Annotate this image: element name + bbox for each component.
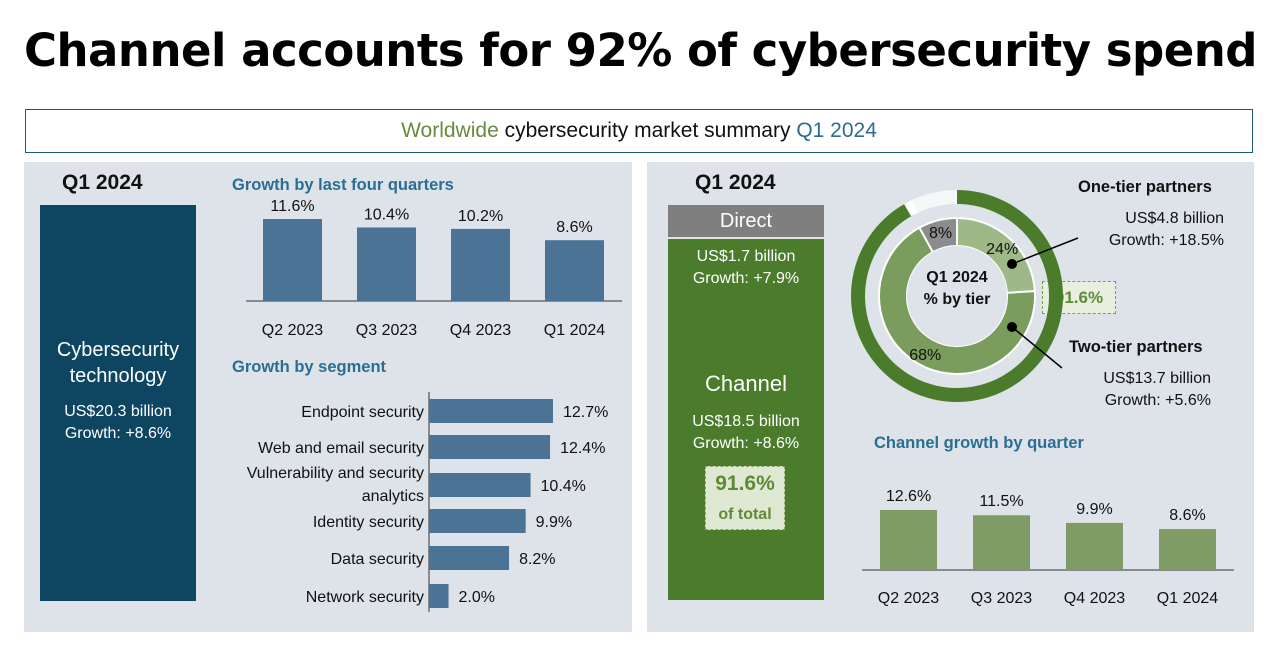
segment-label: Endpoint security <box>301 404 424 421</box>
quarter-growth-value: 11.6% <box>270 198 314 215</box>
quarter-growth-bar <box>357 227 416 301</box>
channel-growth-bar <box>973 515 1030 570</box>
segment-bar <box>429 473 531 497</box>
channel-share-label: of total <box>718 506 772 523</box>
one-tier-title: One-tier partners <box>1078 178 1212 196</box>
segment-label: Identity security <box>313 514 424 531</box>
one-tier-leader-line <box>1011 237 1079 265</box>
segment-bar <box>429 435 551 459</box>
direct-amount: US$1.7 billion <box>696 248 796 265</box>
channel-growth-value: 12.6% <box>886 488 931 505</box>
segment-label: Data security <box>331 551 424 568</box>
quarter-axis-label: Q3 2023 <box>356 322 417 339</box>
quarter-growth-bar <box>263 219 322 301</box>
channel-growth: Growth: +8.6% <box>692 435 800 452</box>
cybersecurity-technology-box: Cybersecurity technology US$20.3 billion… <box>40 205 196 601</box>
two-tier-leader-line <box>1011 326 1063 369</box>
donut-center-line1: Q1 2024 <box>926 269 987 286</box>
channel-amount: US$18.5 billion <box>692 413 800 430</box>
channel-growth-heading: Channel growth by quarter <box>874 434 1084 452</box>
channel-growth-bar <box>1066 522 1123 570</box>
direct-label: Direct <box>668 205 824 237</box>
segment-label: Web and email security <box>258 440 424 457</box>
tech-growth: Growth: +8.6% <box>64 425 172 442</box>
segment-value: 2.0% <box>459 589 495 606</box>
donut-slice-label: 68% <box>909 347 941 364</box>
quarters-growth-heading: Growth by last four quarters <box>232 176 454 194</box>
quarter-growth-value: 10.2% <box>458 208 503 225</box>
segment-value: 12.7% <box>563 404 608 421</box>
channel-share-badge: 91.6% of total <box>705 466 785 530</box>
channel-growth-value: 11.5% <box>979 493 1023 510</box>
summary-banner: Worldwide cybersecurity market summary Q… <box>25 109 1253 153</box>
two-tier-title: Two-tier partners <box>1069 338 1203 356</box>
summary-text: cybersecurity market summary <box>498 119 797 142</box>
direct-divider <box>668 237 824 239</box>
segment-bar <box>429 546 510 570</box>
two-tier-growth: Growth: +5.6% <box>1104 392 1211 409</box>
summary-quarter: Q1 2024 <box>796 119 877 142</box>
one-tier-amount: US$4.8 billion <box>1125 210 1224 227</box>
channel-growth-value: 8.6% <box>1169 507 1205 524</box>
donut-slice-label: 24% <box>986 241 1018 258</box>
channel-growth-value: 9.9% <box>1076 501 1112 518</box>
channel-growth-bar <box>880 510 937 570</box>
segment-value: 9.9% <box>536 514 572 531</box>
segment-value: 8.2% <box>519 551 555 568</box>
segment-label: analytics <box>362 488 424 505</box>
donut-hole <box>907 246 1007 346</box>
tech-amount: US$20.3 billion <box>64 403 172 420</box>
quarter-axis-label: Q4 2023 <box>450 322 511 339</box>
tech-title-line2: technology <box>69 365 167 387</box>
left-quarter-heading: Q1 2024 <box>62 171 143 194</box>
page-title: Channel accounts for 92% of cybersecurit… <box>24 24 1258 77</box>
segment-bar <box>429 509 526 533</box>
donut-center-line2: % by tier <box>924 291 991 308</box>
quarter-axis-label: Q2 2023 <box>262 322 323 339</box>
tech-title: Cybersecurity technology <box>40 337 196 389</box>
segment-value: 12.4% <box>560 440 605 457</box>
channel-axis-label: Q1 2024 <box>1157 590 1218 607</box>
quarter-axis-label: Q1 2024 <box>544 322 605 339</box>
channel-title: Channel <box>705 371 787 396</box>
channel-axis-label: Q2 2023 <box>878 590 939 607</box>
donut-slice-label: 8% <box>929 225 952 242</box>
one-tier-leader-dot <box>1007 259 1017 269</box>
channel-axis-label: Q4 2023 <box>1064 590 1125 607</box>
quarter-growth-value: 10.4% <box>364 206 409 223</box>
two-tier-amount: US$13.7 billion <box>1103 370 1211 387</box>
quarter-growth-bar <box>545 240 604 301</box>
summary-worldwide: Worldwide <box>401 119 499 142</box>
direct-growth: Growth: +7.9% <box>692 270 800 287</box>
quarter-growth-bar <box>451 228 510 301</box>
outer-direct-gap <box>905 190 957 216</box>
tech-title-line1: Cybersecurity <box>56 339 180 361</box>
segment-value: 10.4% <box>541 478 586 495</box>
segment-label: Network security <box>306 589 424 606</box>
right-quarter-heading: Q1 2024 <box>695 171 776 194</box>
channel-growth-bar <box>1159 529 1216 570</box>
segment-growth-heading: Growth by segment <box>232 358 387 376</box>
outer-ring-arrow-notch <box>904 200 918 217</box>
channel-share-value: 91.6% <box>715 472 775 495</box>
channel-box: US$1.7 billion Growth: +7.9% Channel US$… <box>668 239 824 600</box>
one-tier-growth: Growth: +18.5% <box>1108 232 1224 249</box>
channel-share-callout: 91.6% <box>1042 281 1116 314</box>
segment-bar <box>429 584 449 608</box>
quarter-growth-value: 8.6% <box>556 219 592 236</box>
channel-axis-label: Q3 2023 <box>971 590 1032 607</box>
segment-label: Vulnerability and security <box>247 465 424 482</box>
two-tier-leader-dot <box>1007 322 1017 332</box>
segment-bar <box>429 399 553 423</box>
